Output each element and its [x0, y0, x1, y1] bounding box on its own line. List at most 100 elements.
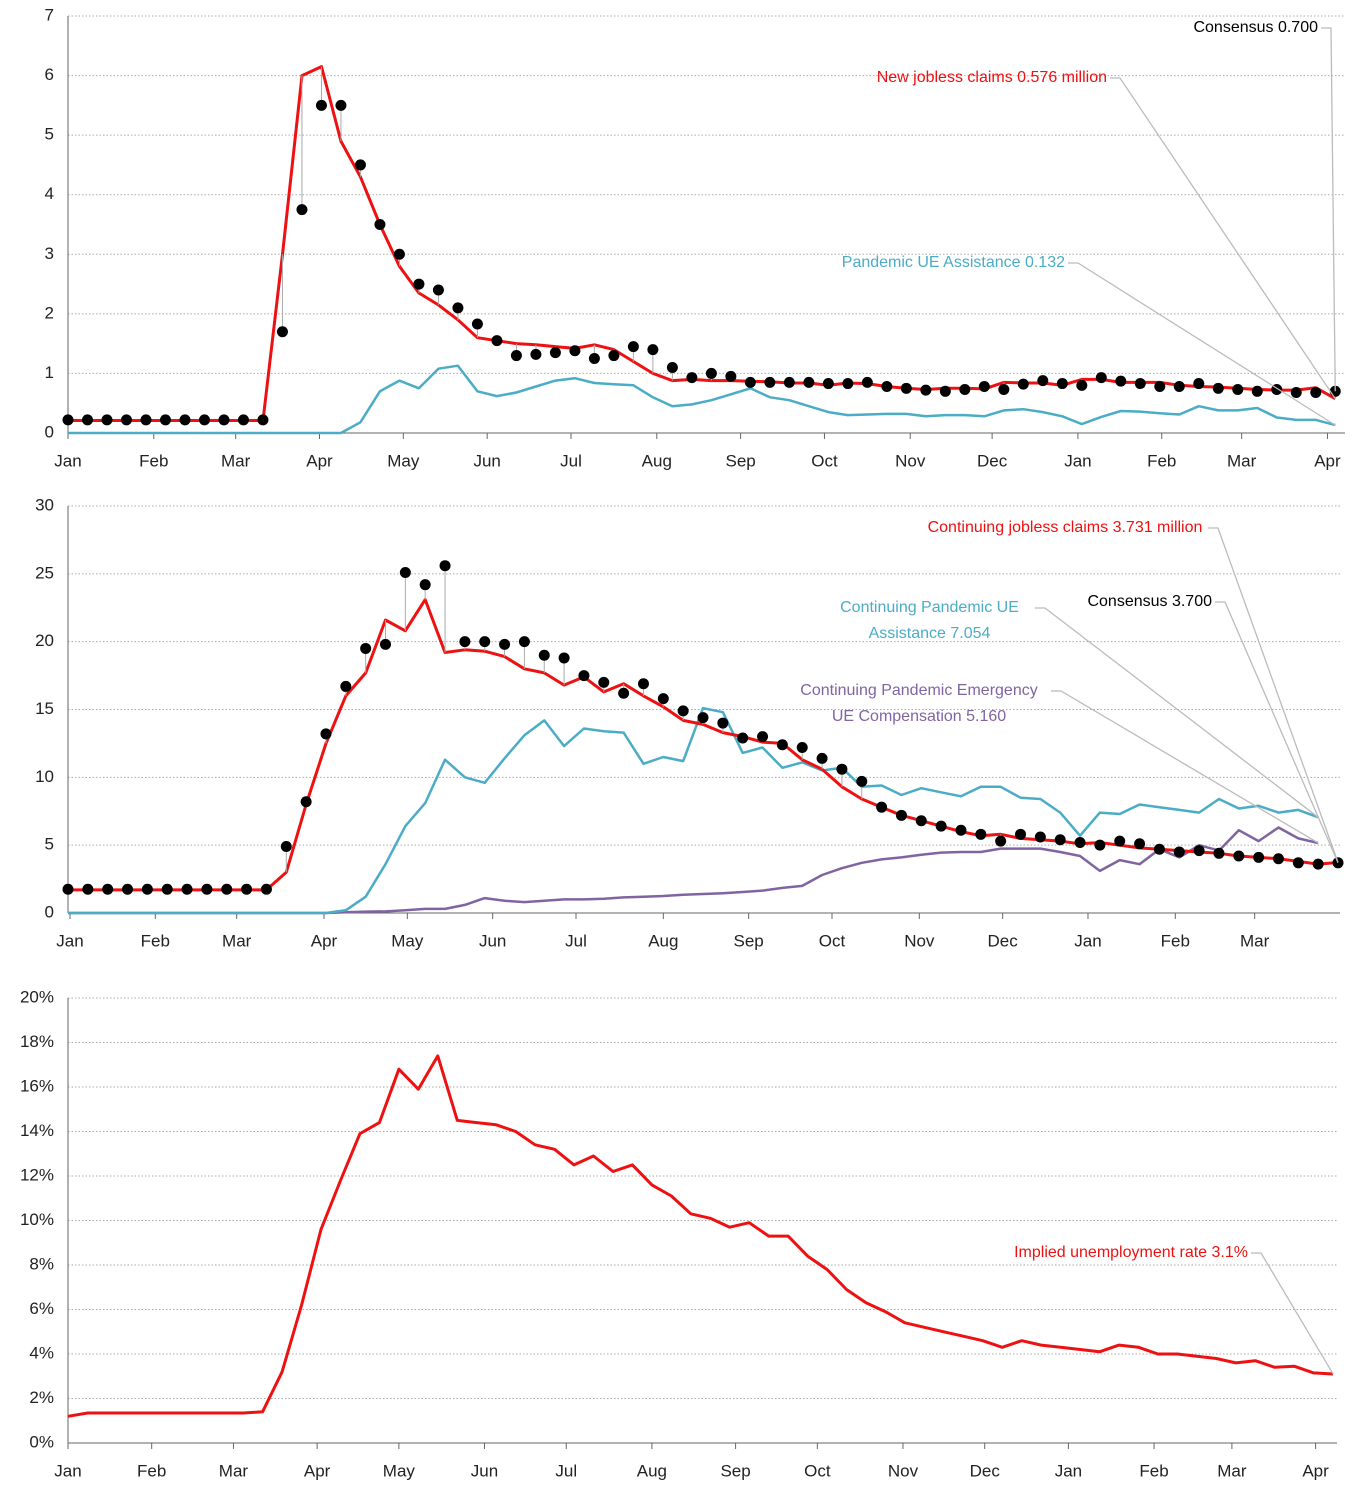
consensus-dot — [598, 676, 610, 688]
consensus-dot — [627, 341, 639, 353]
consensus-dot — [81, 414, 93, 426]
consensus-dot — [975, 828, 987, 840]
consensus-dot — [479, 636, 491, 648]
consensus-dot — [82, 883, 94, 895]
consensus-dot — [179, 414, 191, 426]
consensus-dot — [413, 278, 425, 290]
y-tick-label: 4 — [45, 184, 54, 203]
consensus-dot — [1193, 378, 1205, 390]
series-line — [68, 706, 1319, 915]
leader-line — [1110, 77, 1336, 400]
x-tick-label: Jul — [565, 931, 587, 950]
consensus-dot — [198, 414, 210, 426]
x-tick-label: Jan — [54, 1461, 81, 1480]
consensus-dot — [452, 302, 464, 314]
x-tick-label: Apr — [304, 1461, 331, 1480]
consensus-dot — [618, 687, 630, 699]
consensus-dot — [637, 678, 649, 690]
consensus-dot — [62, 414, 74, 426]
consensus-dot — [1213, 847, 1225, 859]
consensus-dot — [757, 731, 769, 743]
y-tick-label: 20 — [35, 631, 54, 650]
consensus-dot — [1173, 381, 1185, 393]
consensus-dot — [978, 381, 990, 393]
consensus-dot — [102, 883, 114, 895]
x-tick-label: Oct — [819, 931, 846, 950]
consensus-dot — [1312, 858, 1324, 870]
y-tick-label: 16% — [20, 1076, 54, 1095]
x-tick-label: Apr — [1314, 451, 1341, 470]
series-label: New jobless claims 0.576 million — [876, 69, 1107, 86]
series-label: Continuing Pandemic UE Assistance 7.054 — [840, 599, 1019, 642]
consensus-dot — [725, 370, 737, 382]
consensus-dot — [816, 752, 828, 764]
consensus-dot — [1095, 372, 1107, 384]
consensus-dot — [647, 344, 659, 356]
series-label: Continuing jobless claims 3.731 million — [927, 519, 1203, 536]
consensus-dot — [399, 566, 411, 578]
consensus-dot — [836, 763, 848, 775]
x-tick-label: Sep — [720, 1461, 750, 1480]
consensus-dot — [340, 680, 352, 692]
leader-line — [1208, 527, 1339, 863]
consensus-dot — [776, 739, 788, 751]
consensus-dot — [1290, 386, 1302, 398]
x-tick-label: Mar — [1240, 931, 1270, 950]
x-tick-label: Jan — [54, 451, 81, 470]
y-tick-label: 8% — [29, 1254, 54, 1273]
consensus-dot — [354, 159, 366, 171]
consensus-dot — [122, 883, 134, 895]
x-tick-label: Apr — [1302, 1461, 1329, 1480]
y-tick-label: 5 — [45, 125, 54, 144]
consensus-dot — [578, 670, 590, 682]
x-tick-label: Jan — [1055, 1461, 1082, 1480]
consensus-dot — [140, 414, 152, 426]
x-tick-label: Jan — [1074, 931, 1101, 950]
y-tick-label: 5 — [45, 835, 54, 854]
consensus-dot — [161, 883, 173, 895]
consensus-dot — [280, 841, 292, 853]
x-tick-label: Jun — [479, 931, 506, 950]
consensus-dot — [1272, 853, 1284, 865]
series-line — [68, 364, 1336, 435]
series-label: Pandemic UE Assistance 0.132 — [841, 254, 1065, 271]
x-tick-label: Feb — [137, 1461, 166, 1480]
consensus-dot — [1212, 382, 1224, 394]
consensus-dot — [260, 883, 272, 895]
x-tick-label: Oct — [804, 1461, 831, 1480]
series-line — [68, 826, 1319, 915]
x-tick-label: Apr — [306, 451, 333, 470]
x-tick-label: Jan — [1064, 451, 1091, 470]
consensus-dot — [705, 367, 717, 379]
consensus-dot — [1054, 834, 1066, 846]
consensus-dot — [549, 347, 561, 359]
consensus-dot — [1037, 375, 1049, 387]
consensus-dot — [900, 382, 912, 394]
consensus-dot — [419, 579, 431, 591]
consensus-dot — [241, 883, 253, 895]
leader-line — [1215, 601, 1339, 864]
consensus-dot — [257, 414, 269, 426]
consensus-dot — [697, 712, 709, 724]
y-tick-label: 6 — [45, 65, 54, 84]
x-tick-label: Mar — [222, 931, 252, 950]
consensus-dot — [666, 361, 678, 373]
consensus-dot — [1232, 384, 1244, 396]
consensus-dot — [300, 796, 312, 808]
consensus-dot — [1074, 836, 1086, 848]
y-tick-label: 4% — [29, 1343, 54, 1362]
consensus-dot — [393, 248, 405, 260]
consensus-dot — [861, 376, 873, 388]
y-tick-label: 0 — [45, 902, 54, 921]
consensus-dot — [1292, 857, 1304, 869]
consensus-dot — [608, 350, 620, 362]
consensus-dot — [717, 717, 729, 729]
consensus-dot — [1134, 378, 1146, 390]
x-tick-label: Mar — [219, 1461, 249, 1480]
consensus-dot — [141, 883, 153, 895]
consensus-dot — [439, 560, 451, 572]
consensus-dot — [1193, 845, 1205, 857]
x-tick-label: Dec — [977, 451, 1008, 470]
consensus-dot — [1251, 385, 1263, 397]
